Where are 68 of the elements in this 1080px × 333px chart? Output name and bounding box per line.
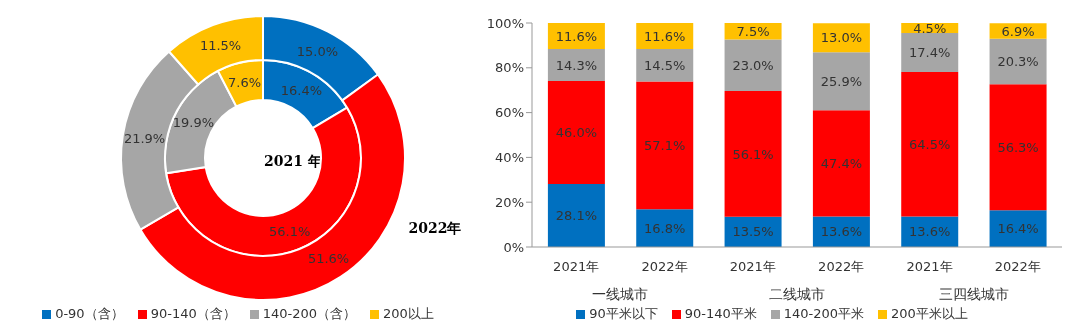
bar — [989, 38, 1047, 85]
data-label: 56.3% — [997, 139, 1039, 155]
bar — [812, 110, 870, 217]
bar — [901, 33, 959, 73]
data-label: 17.4% — [909, 45, 951, 61]
y-tick-label: 20% — [495, 194, 524, 210]
data-label: 16.4% — [280, 82, 323, 98]
legend-label: 200以上 — [382, 305, 434, 323]
data-label: 57.1% — [644, 138, 686, 154]
x-tick-label: 2022年 — [818, 259, 865, 274]
data-label: 14.3% — [555, 57, 598, 73]
data-label: 15.0% — [296, 43, 339, 59]
slice-label: 2022年 — [408, 220, 462, 236]
data-label: 16.4% — [997, 221, 1039, 237]
data-label: 13.6% — [909, 224, 951, 240]
data-label: 13.6% — [820, 224, 863, 240]
legend-label: 90平米以下 — [588, 305, 658, 323]
y-tick-label: 60% — [495, 105, 524, 121]
x-tick-label: 2021年 — [729, 259, 776, 274]
data-label: 13.5% — [732, 224, 774, 240]
data-label: 56.1% — [269, 223, 311, 239]
data-label: 20.3% — [997, 54, 1039, 70]
bar — [547, 81, 605, 185]
bar — [989, 84, 1047, 211]
data-label: 14.5% — [644, 57, 686, 73]
data-label: 7.6% — [228, 74, 262, 90]
data-label: 7.5% — [736, 23, 770, 39]
x-tick-label: 2021年 — [553, 259, 600, 274]
bar — [547, 184, 605, 247]
legend-label: 140-200平米 — [782, 305, 865, 323]
data-label: 28.1% — [555, 208, 598, 224]
data-label: 21.9% — [123, 131, 166, 147]
legend-label: 200平米以上 — [890, 305, 968, 323]
data-label: 19.9% — [172, 115, 215, 131]
x-tick-label: 2022年 — [994, 259, 1041, 274]
x-tick-label: 2021年 — [906, 259, 953, 274]
bar — [547, 48, 605, 82]
bar — [724, 39, 782, 92]
bar — [724, 91, 782, 217]
data-label: 64.5% — [909, 136, 951, 152]
data-label: 46.0% — [555, 125, 598, 141]
data-label: 11.6% — [555, 28, 598, 44]
text: 二线城市 — [769, 286, 825, 302]
legend-label: 90-140（含） — [149, 305, 236, 323]
bar — [901, 72, 959, 217]
data-label: 23.0% — [732, 57, 774, 73]
y-tick-label: 0% — [503, 239, 524, 255]
data-label: 4.5% — [913, 20, 947, 36]
data-label: 11.6% — [644, 28, 686, 44]
bar — [812, 52, 870, 111]
data-label: 11.5% — [199, 38, 242, 54]
legend-label: 140-200（含） — [261, 305, 357, 323]
data-label: 51.6% — [307, 251, 350, 266]
text: 三四线城市 — [938, 286, 1009, 302]
text: 一线城市 — [592, 286, 649, 302]
data-label: 56.1% — [732, 146, 774, 162]
legend-label: 0-90（含） — [54, 305, 124, 323]
legend-label: 90-140平米 — [683, 305, 757, 323]
data-label: 13.0% — [820, 30, 863, 46]
y-tick-label: 100% — [486, 15, 524, 31]
y-tick-label: 80% — [495, 60, 524, 76]
y-tick-label: 40% — [495, 150, 524, 166]
data-label: 25.9% — [820, 73, 863, 89]
x-tick-label: 2022年 — [641, 259, 688, 274]
bar — [636, 81, 694, 210]
data-label: 47.4% — [820, 156, 863, 172]
data-label: 6.9% — [1001, 23, 1035, 39]
data-label: 16.8% — [644, 220, 686, 236]
